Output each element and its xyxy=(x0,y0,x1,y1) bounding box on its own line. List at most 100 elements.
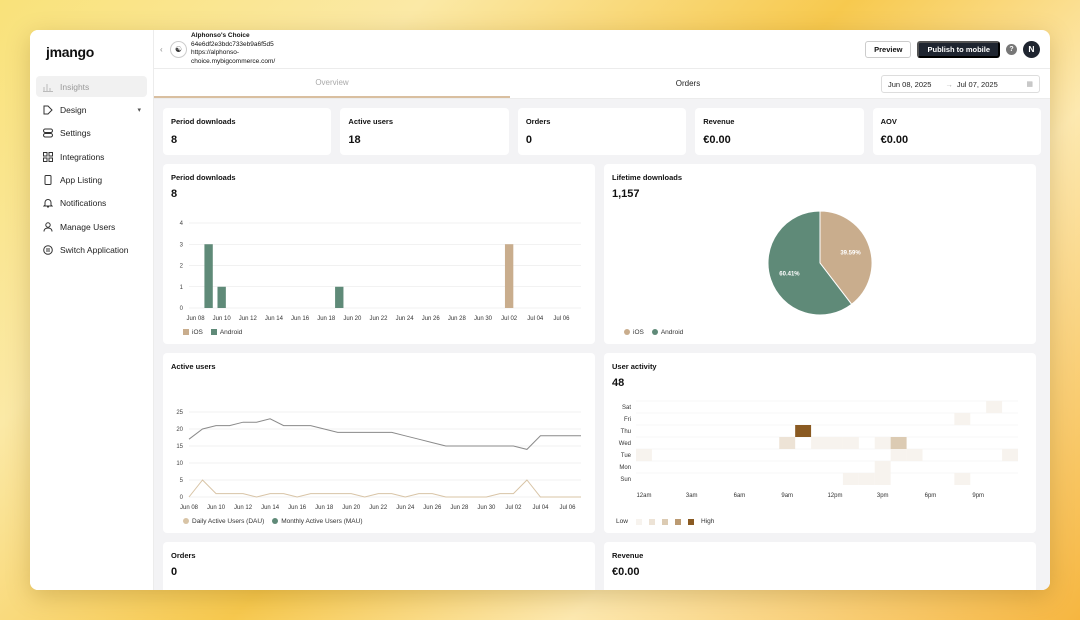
app-name: Alphonso's Choice xyxy=(191,32,250,39)
legend-item-mau[interactable]: Monthly Active Users (MAU) xyxy=(272,518,363,525)
card-title: Lifetime downloads xyxy=(612,173,683,182)
line-series-mau xyxy=(188,418,581,450)
x-tick-label: Jun 08 xyxy=(187,316,206,322)
date-range-picker[interactable]: Jun 08, 2025 → Jul 07, 2025 ▦ xyxy=(881,75,1040,93)
heatmap-legend: Low High xyxy=(616,518,714,525)
tab-orders[interactable]: Orders xyxy=(675,79,701,88)
x-tick-label: Jul 06 xyxy=(559,505,576,511)
kpi-card-active-users: Active users 18 xyxy=(340,108,509,155)
sidebar-item-insights[interactable]: Insights xyxy=(36,76,147,97)
chevron-down-icon[interactable]: ▾ xyxy=(137,106,141,114)
y-tick-label: Sun xyxy=(620,477,631,483)
app-window: jmango Insights Design ▾ Settings Integr… xyxy=(30,30,1050,590)
sidebar-item-settings[interactable]: Settings xyxy=(36,123,147,144)
x-tick-label: 6am xyxy=(734,493,746,499)
kpi-row: Period downloads 8 Active users 18 Order… xyxy=(163,108,1042,155)
publish-button[interactable]: Publish to mobile xyxy=(917,40,1000,58)
x-tick-label: Jun 24 xyxy=(396,316,415,322)
bar-android xyxy=(217,286,226,308)
heatmap-cell xyxy=(874,461,891,473)
x-tick-label: Jun 28 xyxy=(450,505,469,511)
heatmap-cell xyxy=(842,437,859,449)
legend-high: High xyxy=(700,518,715,525)
legend-item-android[interactable]: Android xyxy=(210,329,242,336)
heatmap-cell xyxy=(954,473,971,485)
heatmap-cell xyxy=(986,401,1003,413)
y-tick-label: Fri xyxy=(624,417,631,423)
x-tick-label: Jun 26 xyxy=(423,505,442,511)
heatmap-cell xyxy=(779,437,796,449)
x-tick-label: Jun 28 xyxy=(448,316,467,322)
x-tick-label: Jun 14 xyxy=(265,316,284,322)
x-tick-label: Jun 12 xyxy=(234,505,253,511)
x-tick-label: Jun 30 xyxy=(477,505,496,511)
topbar-actions: Preview Publish to mobile ? N xyxy=(865,40,1040,58)
x-tick-label: Jun 10 xyxy=(207,505,226,511)
chart-legend: Daily Active Users (DAU) Monthly Active … xyxy=(183,518,363,525)
pie-data-label: 60.41% xyxy=(779,271,800,277)
card-value: 8 xyxy=(171,188,178,200)
topbar: ‹ ☯ Alphonso's Choice 64e6df2e3bdc733eb9… xyxy=(154,30,1050,69)
y-tick-label: 25 xyxy=(176,410,183,416)
legend-item-ios[interactable]: iOS xyxy=(624,329,644,336)
x-tick-label: Jun 30 xyxy=(474,316,493,322)
y-tick-label: 5 xyxy=(180,478,184,484)
sidebar-item-label: Integrations xyxy=(60,151,105,162)
legend-item-dau[interactable]: Daily Active Users (DAU) xyxy=(183,518,264,525)
sidebar-item-integrations[interactable]: Integrations xyxy=(36,146,147,167)
sidebar-item-label: App Listing xyxy=(60,175,103,186)
dashboard-content: Period downloads 8 Active users 18 Order… xyxy=(154,99,1050,590)
legend-swatch xyxy=(651,329,658,335)
pie-data-label: 39.59% xyxy=(840,251,861,257)
kpi-card-revenue: Revenue €0.00 xyxy=(695,108,864,155)
x-tick-label: 6pm xyxy=(925,493,937,499)
collapse-sidebar-icon[interactable]: ‹ xyxy=(160,44,163,54)
x-tick-label: Jun 12 xyxy=(239,316,258,322)
card-value: 48 xyxy=(612,377,625,389)
legend-low: Low xyxy=(616,518,628,525)
y-tick-label: Mon xyxy=(619,465,631,471)
heatmap-cell xyxy=(874,473,891,485)
card-value: 1,157 xyxy=(612,188,640,200)
kpi-card-period-downloads: Period downloads 8 xyxy=(163,108,332,155)
kpi-value: €0.00 xyxy=(703,134,731,146)
bar-ios xyxy=(504,244,514,308)
y-tick-label: 0 xyxy=(180,495,184,501)
legend-label: Android xyxy=(660,329,684,336)
x-tick-label: Jun 14 xyxy=(261,505,280,511)
phone-icon xyxy=(42,175,53,186)
sidebar-item-label: Manage Users xyxy=(60,221,116,232)
tab-overview[interactable]: Overview xyxy=(154,69,510,98)
sidebar-item-label: Settings xyxy=(60,128,91,139)
avatar[interactable]: N xyxy=(1023,40,1040,58)
kpi-value: 8 xyxy=(171,134,178,146)
preview-button[interactable]: Preview xyxy=(865,40,912,58)
y-tick-label: 3 xyxy=(180,242,184,248)
sidebar-item-app-listing[interactable]: App Listing xyxy=(36,170,147,191)
sidebar: jmango Insights Design ▾ Settings Integr… xyxy=(30,30,154,590)
period-downloads-chart: 0 1 2 3 4 Jun 08 Jun 10 Jun 12 Jun 14 Jun 16 Jun 1… xyxy=(180,221,581,322)
x-tick-label: Jun 24 xyxy=(396,505,415,511)
arrow-right-icon: → xyxy=(945,79,953,89)
x-tick-label: Jun 16 xyxy=(291,316,310,322)
legend-swatch xyxy=(272,518,279,524)
sidebar-item-manage-users[interactable]: Manage Users xyxy=(36,216,147,237)
y-tick-label: 10 xyxy=(176,461,183,467)
kpi-value: €0.00 xyxy=(880,134,909,146)
app-url[interactable]: https://alphonso-choice.mybigcommerce.co… xyxy=(191,49,276,65)
heatmap-cell xyxy=(795,425,812,437)
heatmap-cell xyxy=(842,473,859,485)
x-tick-label: Jun 10 xyxy=(213,316,232,322)
kpi-title: Period downloads xyxy=(171,117,236,126)
heatmap-cell xyxy=(1002,449,1018,461)
sidebar-item-design[interactable]: Design ▾ xyxy=(36,99,147,120)
sidebar-item-switch-application[interactable]: Switch Application xyxy=(36,240,147,261)
legend-swatch xyxy=(648,518,655,525)
sidebar-item-notifications[interactable]: Notifications xyxy=(36,193,147,214)
legend-item-ios[interactable]: iOS xyxy=(183,329,203,336)
help-icon[interactable]: ? xyxy=(1006,43,1017,55)
legend-item-android[interactable]: Android xyxy=(651,329,684,336)
x-tick-label: Jun 16 xyxy=(288,505,307,511)
calendar-icon: ▦ xyxy=(1026,81,1033,88)
card-user-activity: Sat Fri Thu Wed Tue Mon Sun 12am 3am 6am 9am 12pm 3p… xyxy=(604,353,1036,533)
